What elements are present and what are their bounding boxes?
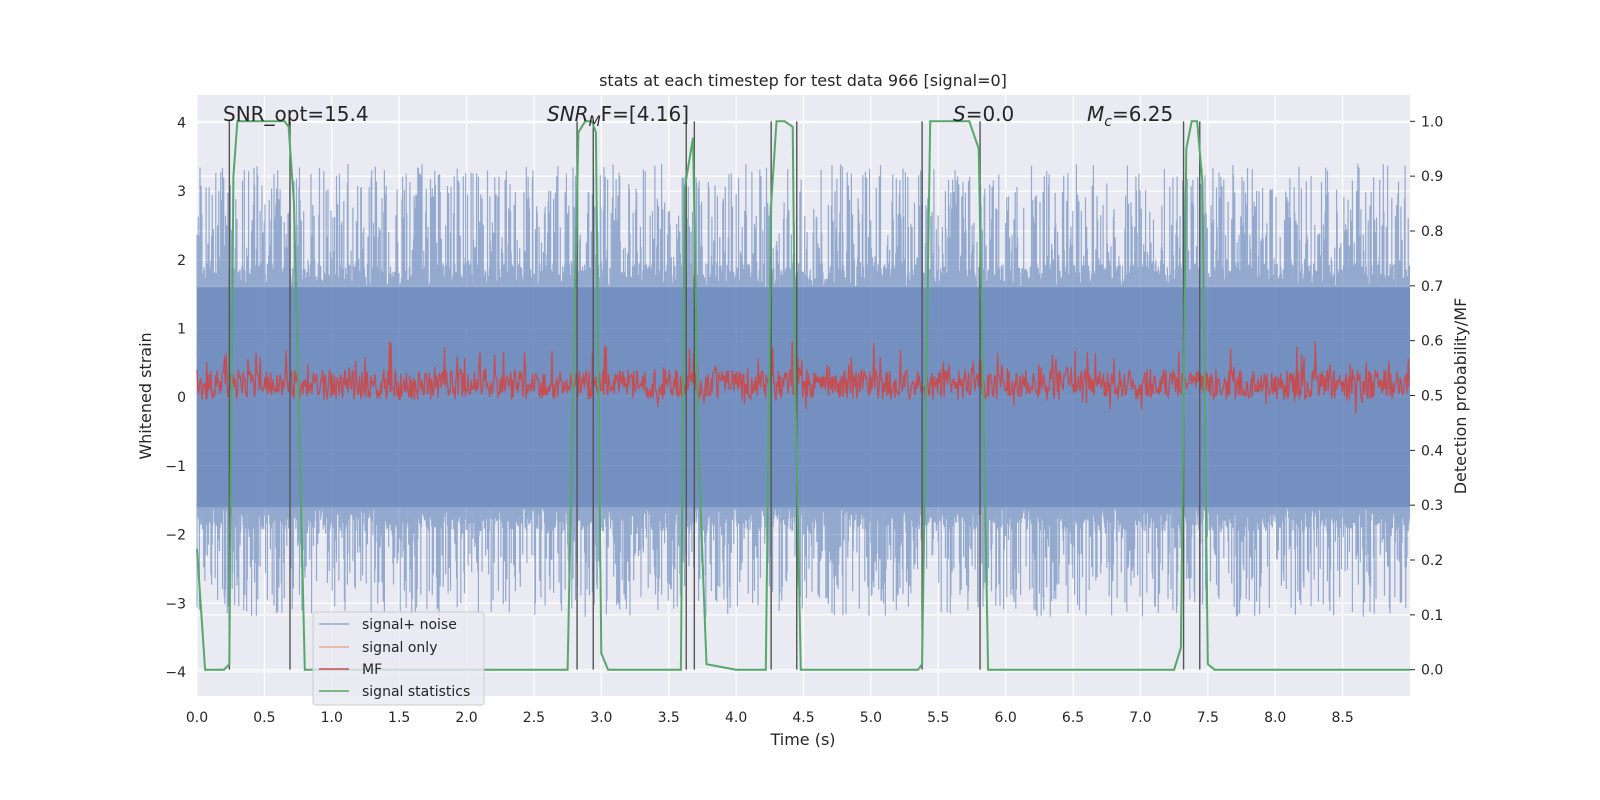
x-tick-label: 2.0	[455, 710, 477, 726]
mf-series	[196, 341, 1410, 415]
mf-line	[196, 341, 1410, 415]
y2-tick-label: 0.4	[1421, 443, 1443, 459]
legend-label-signal-statistics: signal statistics	[362, 684, 470, 700]
y-tick-label: 0	[177, 390, 186, 406]
signal-statistics-series	[196, 120, 1410, 671]
annotation-s-base: S	[953, 102, 966, 126]
y2-tick-label: 0.6	[1421, 334, 1443, 350]
annotation-snr-mf-sub: M	[589, 114, 601, 130]
x-tick-label: 7.5	[1197, 710, 1219, 726]
x-tick-label: 1.5	[388, 710, 410, 726]
signal-statistics-line	[196, 120, 1410, 671]
y2-tick-label: 0.2	[1421, 553, 1443, 569]
y-tick-label: 3	[177, 184, 186, 200]
annotation-mc: Mc=6.25	[1087, 102, 1173, 130]
x-tick-label: 6.0	[995, 710, 1017, 726]
y2-tick-label: 0.3	[1421, 498, 1443, 514]
x-tick-label: 4.5	[792, 710, 814, 726]
x-tick-label: 3.5	[658, 710, 680, 726]
y2-tick-label: 1.0	[1421, 114, 1443, 130]
annotation-snr-opt: SNR_opt=15.4	[223, 102, 369, 126]
y2-tick-label: 0.0	[1421, 663, 1443, 679]
annotation-snr-mf: SNRMF=[4.16]	[547, 102, 689, 130]
x-tick-label: 8.0	[1264, 710, 1286, 726]
x-tick-label: 6.5	[1062, 710, 1084, 726]
y-tick-label: −3	[165, 596, 186, 612]
y2-tick-label: 0.8	[1421, 224, 1443, 240]
annotation-s-rest: =0.0	[966, 102, 1015, 126]
y-tick-label: −4	[165, 665, 186, 681]
x-tick-label: 2.5	[523, 710, 545, 726]
y2-tick-label: 0.5	[1421, 389, 1443, 405]
x-tick-label: 4.0	[725, 710, 747, 726]
legend-label-signal-only: signal only	[362, 640, 437, 656]
legend-label-mf: MF	[362, 662, 382, 678]
x-tick-label: 0.5	[253, 710, 275, 726]
annotation-snr-mf-base: SNR	[547, 102, 589, 126]
y-tick-label: 2	[177, 253, 186, 269]
y2-tick-label: 0.7	[1421, 279, 1443, 295]
axis-ticks: 0.0 0.5 1.0 1.5 2.0 2.5 3.0 3.5 4.0 4.5 5.0 5.5 6.0 6…	[165, 114, 1443, 726]
y-tick-label: −2	[165, 528, 186, 544]
y2-tick-label: 0.9	[1421, 169, 1443, 185]
x-axis-label: Time (s)	[769, 730, 835, 749]
annotation-s: S=0.0	[953, 102, 1014, 126]
annotation-snr-mf-rest: F=[4.16]	[601, 102, 689, 126]
x-tick-label: 7.0	[1129, 710, 1151, 726]
y2-tick-label: 0.1	[1421, 608, 1443, 624]
legend-label-signal-noise: signal+ noise	[362, 617, 457, 633]
annotation-mc-sub: c	[1104, 114, 1112, 130]
y-tick-label: −1	[165, 459, 186, 475]
x-tick-label: 0.0	[186, 710, 208, 726]
legend-box	[312, 611, 485, 706]
x-tick-label: 5.0	[860, 710, 882, 726]
y2-axis-label: Detection probability/MF	[1451, 298, 1470, 495]
x-tick-label: 1.0	[321, 710, 343, 726]
legend: signal+ noise signal only MF signal stat…	[312, 611, 485, 706]
annotation-mc-base: M	[1087, 102, 1104, 126]
y-axis-label: Whitened strain	[136, 332, 155, 459]
y-tick-label: 1	[177, 322, 186, 338]
x-tick-label: 5.5	[927, 710, 949, 726]
x-tick-label: 8.5	[1331, 710, 1353, 726]
detection-vertical-lines	[228, 121, 1201, 670]
annotation-mc-rest: =6.25	[1112, 102, 1173, 126]
x-tick-label: 3.0	[590, 710, 612, 726]
y-tick-label: 4	[177, 115, 186, 131]
chart-title: stats at each timestep for test data 966…	[599, 71, 1007, 90]
